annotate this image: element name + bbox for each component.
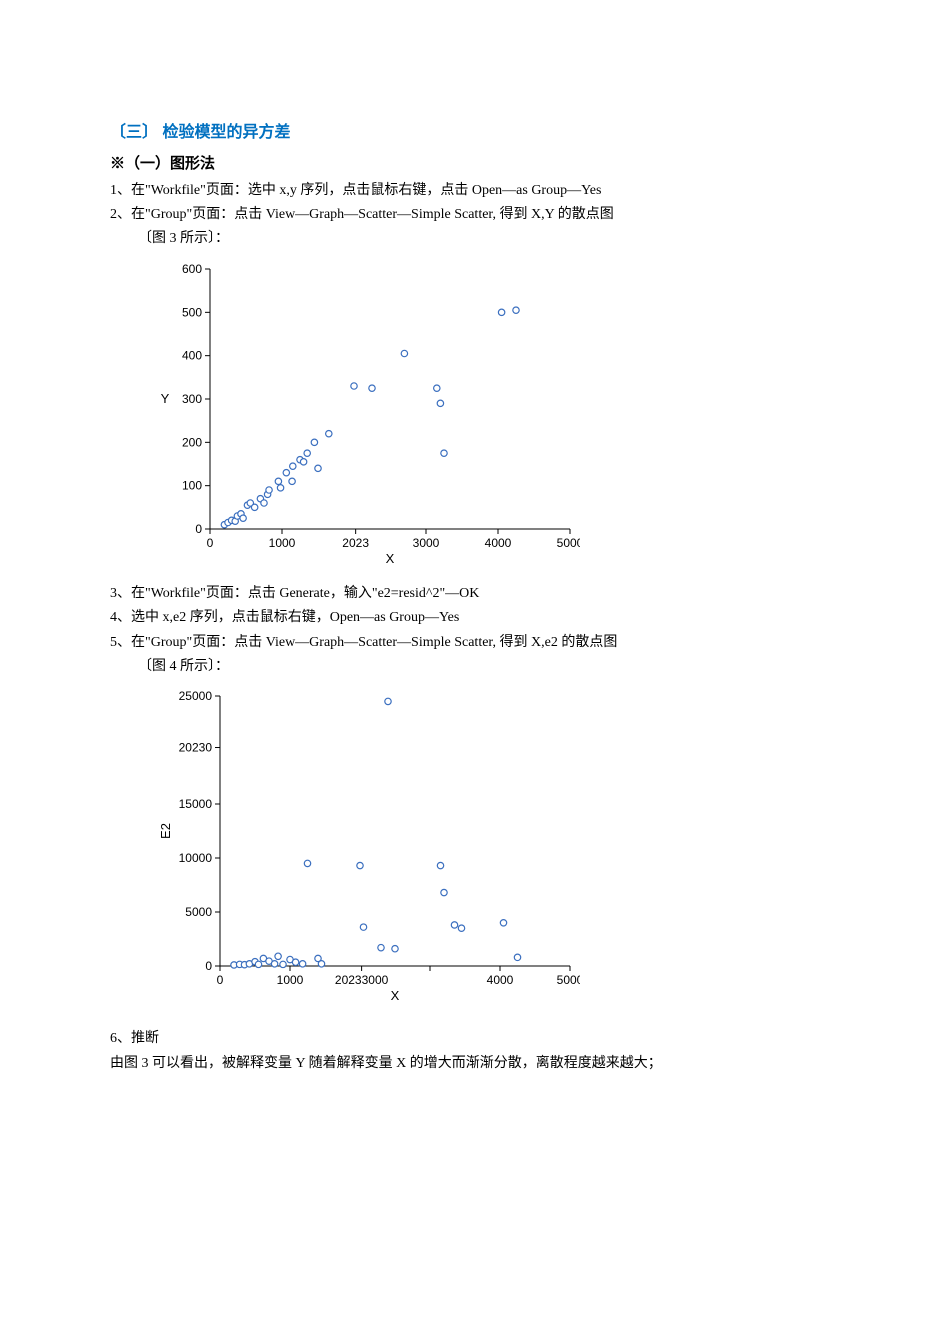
step-3: 3、在"Workfile"页面：点击 Generate，输入"e2=resid^… <box>110 583 840 605</box>
step-6: 6、推断 <box>110 1028 840 1050</box>
chart-1-container: 0 100 200 300 400 500 600 0 1000 2023 3000 4000 5000… <box>150 259 840 579</box>
svg-text:15000: 15000 <box>179 797 213 811</box>
svg-text:500: 500 <box>182 305 202 319</box>
svg-text:25000: 25000 <box>179 689 213 703</box>
svg-text:0: 0 <box>205 959 212 973</box>
scatter-chart-xe2: 0 5000 10000 15000 20230 25000 0 1000 20233000 40… <box>150 686 580 1016</box>
conclusion: 由图 3 可以看出，被解释变量 Y 随着解释变量 X 的增大而渐渐分散，离散程度… <box>110 1053 840 1075</box>
svg-text:1000: 1000 <box>269 536 296 550</box>
svg-text:600: 600 <box>182 262 202 276</box>
step-2-sub: 〔图 3 所示〕： <box>110 228 840 250</box>
svg-text:20230: 20230 <box>179 741 213 755</box>
svg-text:10000: 10000 <box>179 851 213 865</box>
svg-text:4000: 4000 <box>485 536 512 550</box>
svg-text:0: 0 <box>195 522 202 536</box>
step-1: 1、在"Workfile"页面：选中 x,y 序列，点击鼠标右键，点击 Open… <box>110 180 840 202</box>
svg-text:1000: 1000 <box>277 973 304 987</box>
svg-text:X: X <box>391 988 400 1003</box>
step-5: 5、在"Group"页面：点击 View—Graph—Scatter—Simpl… <box>110 632 840 654</box>
svg-text:Y: Y <box>161 391 170 406</box>
svg-text:5000: 5000 <box>185 905 212 919</box>
svg-text:3000: 3000 <box>413 536 440 550</box>
svg-text:5000: 5000 <box>557 973 580 987</box>
subsection-label: ※（一）图形法 <box>110 152 840 176</box>
svg-text:400: 400 <box>182 348 202 362</box>
section-title: 〔三〕 检验模型的异方差 <box>110 120 840 146</box>
svg-text:20233000: 20233000 <box>335 973 389 987</box>
svg-text:E2: E2 <box>158 823 173 839</box>
svg-text:200: 200 <box>182 435 202 449</box>
step-5-sub: 〔图 4 所示〕： <box>110 656 840 678</box>
chart-2-container: 0 5000 10000 15000 20230 25000 0 1000 20233000 40… <box>150 686 840 1016</box>
svg-text:5000: 5000 <box>557 536 580 550</box>
svg-text:100: 100 <box>182 478 202 492</box>
step-2: 2、在"Group"页面：点击 View—Graph—Scatter—Simpl… <box>110 204 840 226</box>
svg-text:0: 0 <box>207 536 214 550</box>
svg-text:X: X <box>386 551 395 566</box>
svg-text:300: 300 <box>182 392 202 406</box>
scatter-chart-xy: 0 100 200 300 400 500 600 0 1000 2023 3000 4000 5000… <box>150 259 580 579</box>
step-4: 4、选中 x,e2 序列，点击鼠标右键，Open—as Group—Yes <box>110 607 840 629</box>
svg-text:2023: 2023 <box>342 536 369 550</box>
svg-text:4000: 4000 <box>487 973 514 987</box>
svg-text:0: 0 <box>217 973 224 987</box>
